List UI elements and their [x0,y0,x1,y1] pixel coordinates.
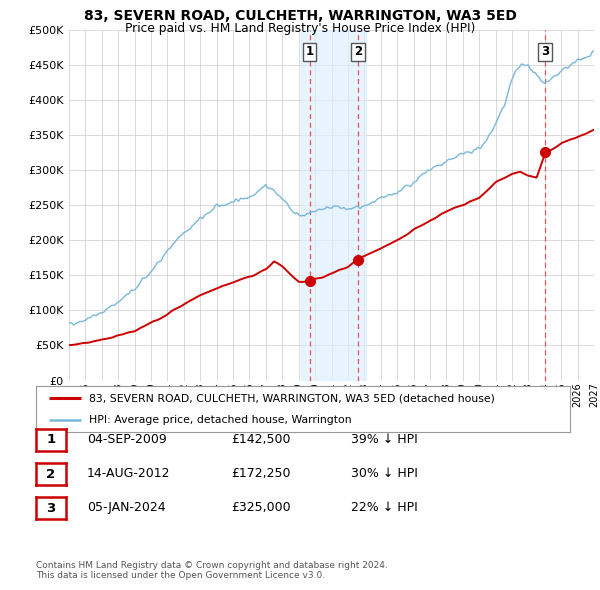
Text: Contains HM Land Registry data © Crown copyright and database right 2024.: Contains HM Land Registry data © Crown c… [36,560,388,569]
Text: 83, SEVERN ROAD, CULCHETH, WARRINGTON, WA3 5ED: 83, SEVERN ROAD, CULCHETH, WARRINGTON, W… [83,9,517,23]
Text: 2: 2 [46,467,56,481]
Text: 22% ↓ HPI: 22% ↓ HPI [351,502,418,514]
Text: 14-AUG-2012: 14-AUG-2012 [87,467,170,480]
Text: £325,000: £325,000 [231,502,290,514]
Text: Price paid vs. HM Land Registry's House Price Index (HPI): Price paid vs. HM Land Registry's House … [125,22,475,35]
Text: HPI: Average price, detached house, Warrington: HPI: Average price, detached house, Warr… [89,415,352,425]
Text: 05-JAN-2024: 05-JAN-2024 [87,502,166,514]
Text: 1: 1 [46,433,56,447]
Text: 04-SEP-2009: 04-SEP-2009 [87,433,167,446]
Text: £142,500: £142,500 [231,433,290,446]
Text: 2: 2 [354,45,362,58]
Text: 3: 3 [46,502,56,515]
Text: 83, SEVERN ROAD, CULCHETH, WARRINGTON, WA3 5ED (detached house): 83, SEVERN ROAD, CULCHETH, WARRINGTON, W… [89,394,495,404]
Text: 30% ↓ HPI: 30% ↓ HPI [351,467,418,480]
Bar [301,30,366,381]
Text: 39% ↓ HPI: 39% ↓ HPI [351,433,418,446]
Text: This data is licensed under the Open Government Licence v3.0.: This data is licensed under the Open Gov… [36,571,325,580]
Text: £172,250: £172,250 [231,467,290,480]
Text: 1: 1 [305,45,314,58]
Text: 3: 3 [541,45,549,58]
